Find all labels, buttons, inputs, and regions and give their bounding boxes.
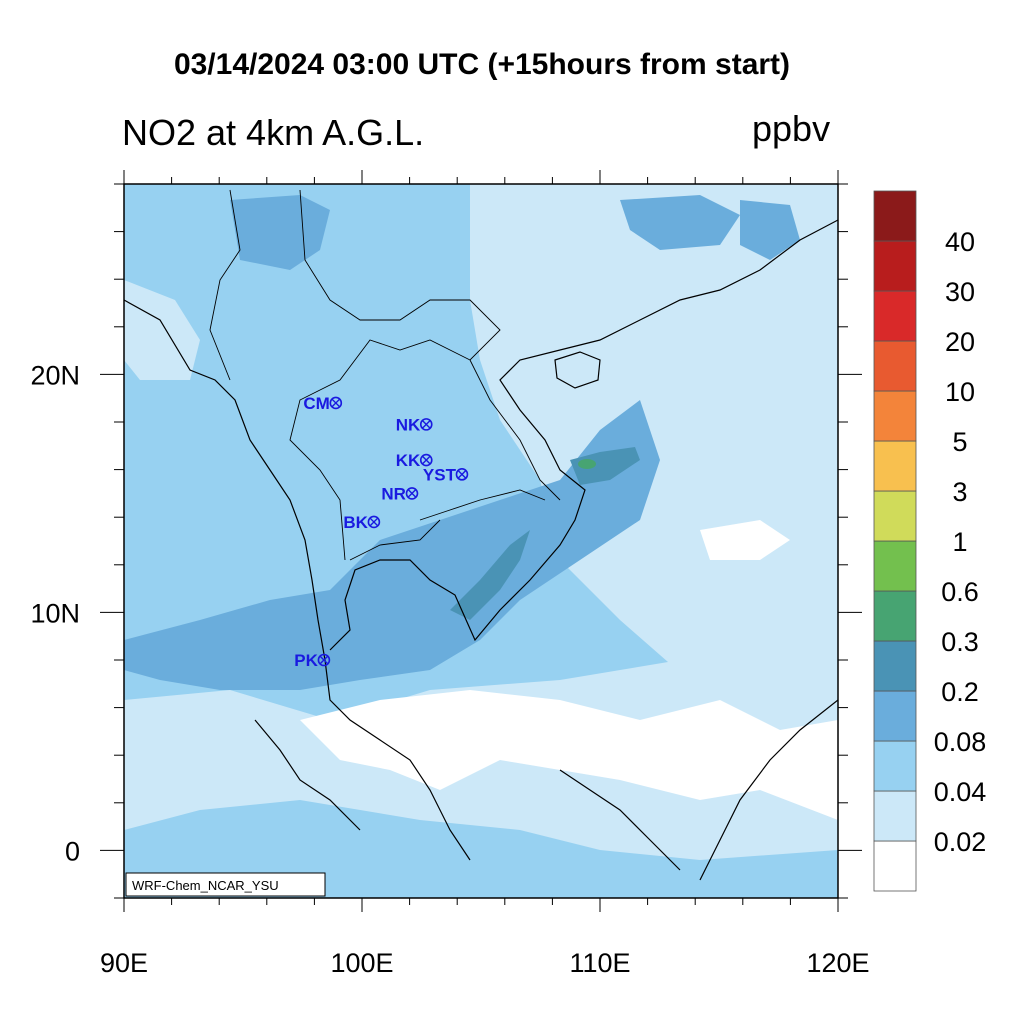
station-marker-cross (407, 489, 417, 498)
station-marker-icon (419, 418, 433, 431)
variable-label: NO2 at 4km A.G.L. (122, 112, 425, 153)
field-white-spot (700, 520, 790, 560)
colorbar-level-label: 20 (945, 327, 975, 357)
colorbar-swatch (873, 190, 917, 242)
colorbar-swatch (873, 290, 917, 342)
lat-tick-label: 10N (30, 598, 80, 628)
station-marker-cross (331, 398, 341, 408)
lat-tick-label: 20N (30, 360, 80, 390)
colorbar-swatch (873, 790, 917, 842)
station-marker-icon (329, 396, 343, 410)
colorbar-level-label: 5 (952, 427, 967, 457)
station-marker-icon (367, 515, 381, 529)
station-label: KK (396, 451, 421, 470)
field-green-spot (578, 459, 596, 469)
station-marker-cross (319, 655, 329, 665)
station-marker-cross (421, 455, 431, 465)
station-yst: YST (423, 465, 469, 484)
station-label: PK (294, 651, 318, 670)
field-white-zone (300, 690, 838, 820)
lat-tick-label: 0 (65, 836, 80, 866)
station-cm: CM (303, 394, 343, 413)
station-label: BK (343, 513, 368, 532)
station-label: NR (381, 484, 406, 503)
station-kk: KK (396, 451, 433, 470)
colorbar-level-label: 0.04 (934, 777, 987, 807)
station-bk: BK (343, 513, 381, 532)
field-dark-north-1 (230, 195, 330, 270)
station-label: NK (396, 415, 421, 434)
colorbar-swatch (873, 240, 917, 292)
colorbar-swatch (873, 440, 917, 492)
no2-field (124, 184, 838, 898)
colorbar-swatch (873, 590, 917, 642)
axis-ticks (100, 170, 862, 912)
station-marker-icon (419, 453, 433, 467)
colorbar-level-label: 10 (945, 377, 975, 407)
plot-title: 03/14/2024 03:00 UTC (+15hours from star… (173, 48, 791, 81)
field-dark-north-3 (740, 200, 800, 260)
lon-tick-label: 120E (806, 948, 869, 978)
axis-tick-labels: 90E 100E 110E 120E 0 10N 20N (30, 360, 869, 978)
station-label: YST (423, 465, 457, 484)
colorbar-swatch (873, 690, 917, 742)
station-label: CM (303, 394, 329, 413)
credit-box (125, 872, 326, 897)
colorbar-swatch (873, 840, 917, 892)
colorbar-swatch (873, 540, 917, 592)
station-nr: NR (381, 484, 419, 503)
field-dark-patch-cambodia (450, 530, 530, 620)
map-frame (123, 183, 839, 899)
colorbar-level-label: 0.6 (941, 577, 979, 607)
station-marker-icon (405, 487, 419, 500)
field-dark-north-2 (620, 195, 740, 250)
lon-tick-label: 90E (100, 948, 148, 978)
colorbar-level-label: 0.08 (934, 727, 987, 757)
station-marker-icon (317, 653, 331, 667)
colorbar-level-label: 0.2 (941, 677, 979, 707)
units-label: ppbv (752, 108, 831, 149)
colorbar-swatch (873, 740, 917, 792)
station-nk: NK (396, 415, 433, 434)
lon-tick-label: 100E (330, 948, 393, 978)
colorbar-swatch (873, 640, 917, 692)
colorbar-level-label: 0.02 (934, 827, 987, 857)
colorbar-level-label: 30 (945, 277, 975, 307)
colorbar-level-label: 0.3 (941, 627, 979, 657)
colorbar-level-label: 1 (952, 527, 967, 557)
station-marker-icon (455, 468, 469, 481)
colorbar-swatch (873, 390, 917, 442)
station-pk: PK (294, 651, 331, 670)
station-marker-cross (369, 517, 379, 527)
colorbar: 0.02 0.04 0.08 0.2 0.3 0.6 1 3 5 10 20 30 40 (873, 190, 987, 892)
colorbar-level-label: 3 (952, 477, 967, 507)
country-borders (209, 189, 561, 561)
colorbar-swatch (873, 340, 917, 392)
station-marker-cross (457, 469, 467, 479)
field-dark-patch-scs (570, 447, 640, 485)
colorbar-swatch (873, 490, 917, 542)
colorbar-level-label: 40 (945, 227, 975, 257)
field-darker-band (124, 400, 660, 690)
credit-text: WRF-Chem_NCAR_YSU (132, 878, 279, 893)
station-marker-cross (421, 419, 431, 429)
coastlines (124, 219, 838, 881)
lon-tick-label: 110E (569, 948, 630, 978)
